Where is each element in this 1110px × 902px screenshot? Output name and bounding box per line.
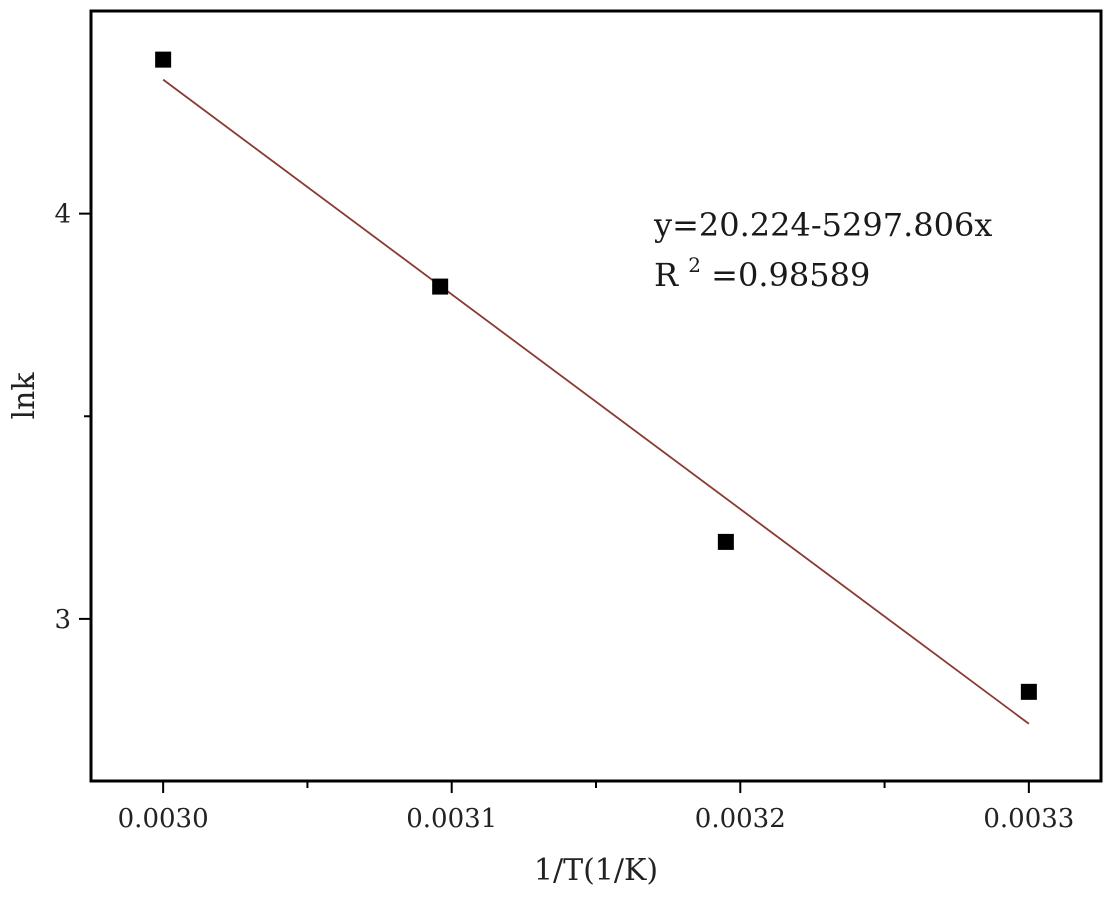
fit-line-group <box>162 78 1030 725</box>
r-squared-superscript: 2 <box>688 253 701 277</box>
y-tick-label: 4 <box>54 200 71 230</box>
x-axis-title: 1/T(1/K) <box>534 853 658 888</box>
r-squared-value: =0.98589 <box>711 256 870 294</box>
y-tick-label: 3 <box>54 605 71 635</box>
y-axis-title: lnk <box>7 372 42 420</box>
r-squared-prefix: R <box>654 256 679 294</box>
fit-equation: y=20.224-5297.806x <box>653 206 992 244</box>
x-tick-label: 0.0033 <box>983 804 1074 834</box>
fit-line <box>162 78 1030 725</box>
data-point <box>1020 683 1037 700</box>
data-point <box>432 278 449 295</box>
data-point <box>155 51 172 68</box>
r-squared-label: R 2 =0.98589 <box>654 242 870 294</box>
x-tick-label: 0.0031 <box>406 804 497 834</box>
x-axis-ticks: 0.0030 0.0031 0.0032 0.0033 <box>118 781 1074 834</box>
data-point <box>717 533 734 550</box>
data-points <box>155 51 1037 700</box>
fit-annotation: y=20.224-5297.806x R 2 =0.98589 <box>653 206 992 294</box>
x-tick-label: 0.0030 <box>118 804 209 834</box>
x-tick-label: 0.0032 <box>695 804 786 834</box>
y-axis-ticks: 34 <box>54 200 91 635</box>
